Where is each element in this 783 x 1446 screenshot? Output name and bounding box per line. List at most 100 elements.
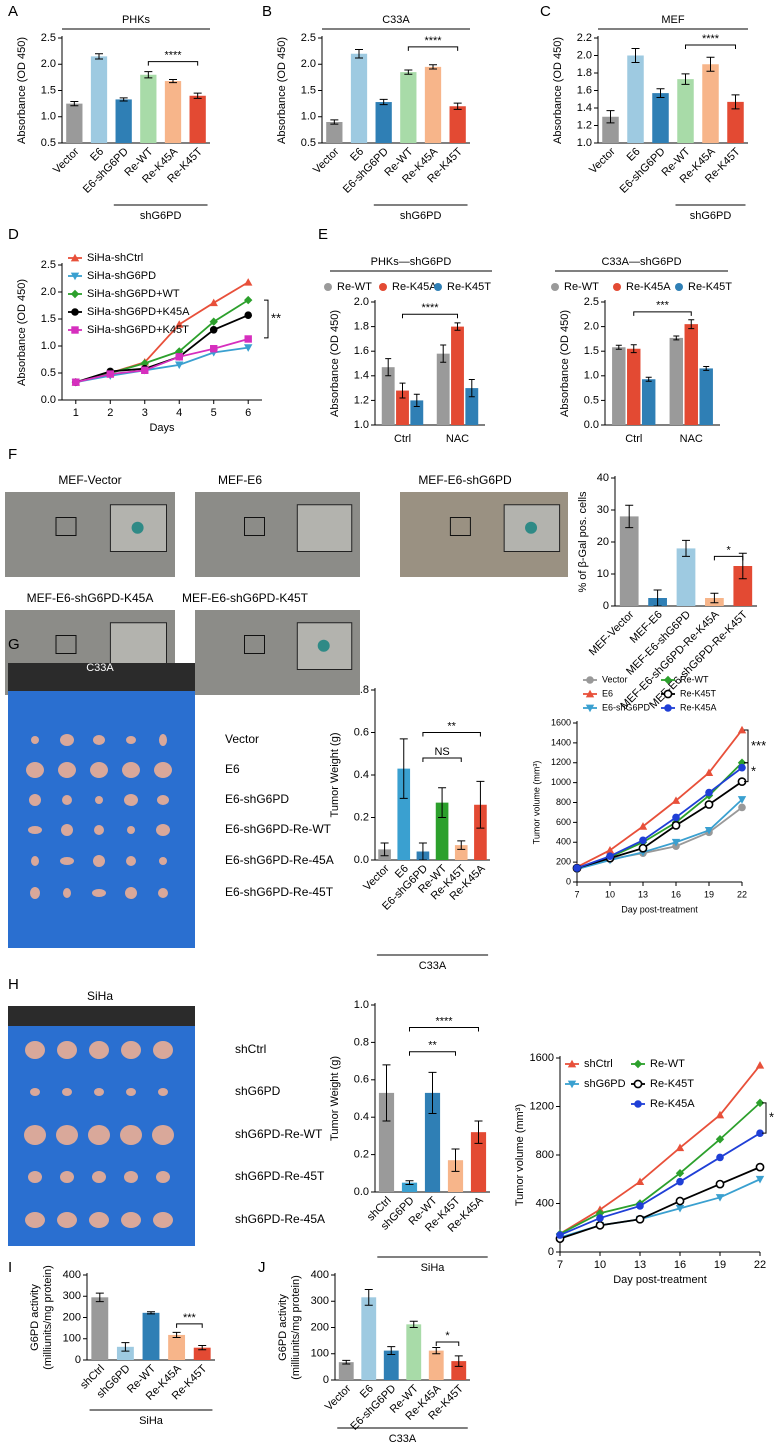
group-label: shG6PD xyxy=(690,210,732,222)
tumor xyxy=(94,825,104,835)
error-bar xyxy=(355,49,363,59)
y-axis-label: G6PD activity xyxy=(277,1294,289,1361)
marker xyxy=(595,1209,605,1218)
x-tick-label: E6 xyxy=(358,1383,376,1401)
panel-letter: F xyxy=(8,446,17,463)
bar xyxy=(451,326,464,425)
marker xyxy=(72,378,80,386)
x-tick-label: 7 xyxy=(574,889,579,899)
marker xyxy=(755,1098,765,1108)
panel-letter: A xyxy=(8,3,18,20)
y-tick-label: 1.0 xyxy=(41,340,56,352)
marker xyxy=(244,295,253,305)
legend-marker xyxy=(70,253,80,262)
photo-inset xyxy=(296,622,353,670)
panel-letter: E xyxy=(318,226,328,243)
y-tick-label: 2.0 xyxy=(354,296,369,308)
bar xyxy=(449,106,466,143)
legend-marker xyxy=(567,1080,577,1089)
tumor xyxy=(159,857,167,865)
sig-bracket xyxy=(713,555,744,561)
bar xyxy=(702,64,719,143)
marker xyxy=(671,838,681,847)
x-tick-label: E6 xyxy=(88,146,106,164)
x-tick-label: 7 xyxy=(557,1259,563,1271)
group-label: SiHa xyxy=(421,1262,446,1274)
bar xyxy=(164,81,182,143)
x-tick-label: 6 xyxy=(245,407,251,419)
y-tick-label: 2.0 xyxy=(577,49,592,61)
error-bar xyxy=(457,840,466,850)
x-tick-label: 1 xyxy=(73,407,79,419)
legend-label: SiHa-shCtrl xyxy=(87,252,143,264)
bar xyxy=(115,99,132,143)
legend-label: E6-shG6PD xyxy=(602,702,651,712)
bar xyxy=(447,1160,464,1192)
error-bar xyxy=(710,592,719,604)
bar xyxy=(116,1346,134,1360)
x-axis-label: Days xyxy=(149,422,175,434)
x-tick-label: Ctrl xyxy=(394,433,411,445)
tumor xyxy=(88,1125,110,1145)
marker xyxy=(756,1129,764,1137)
y-tick-label: 1.0 xyxy=(354,999,369,1011)
marker xyxy=(704,768,714,777)
legend-label: Re-K45T xyxy=(447,281,491,293)
bar xyxy=(435,802,449,860)
bar xyxy=(401,1182,418,1192)
x-tick-label: 16 xyxy=(671,889,681,899)
tumor xyxy=(92,889,106,897)
image-label: E6-shG6PD-Re-45A xyxy=(225,853,334,867)
y-tick-label: 0.0 xyxy=(584,419,599,431)
tumor xyxy=(89,1041,109,1059)
tumor xyxy=(60,734,74,746)
stained-cell xyxy=(525,521,538,534)
error-bar xyxy=(399,382,406,399)
sig-bracket xyxy=(407,46,459,51)
y-tick-label: 20 xyxy=(597,536,609,548)
y-tick-label: 1.0 xyxy=(584,370,599,382)
bar xyxy=(142,1312,160,1360)
image-label: MEF-E6 xyxy=(218,473,262,487)
tumor xyxy=(95,796,103,804)
panel-letter: J xyxy=(258,1259,266,1276)
photo-inset xyxy=(296,504,353,552)
marker xyxy=(606,852,614,860)
y-tick-label: 1.8 xyxy=(577,67,592,79)
series-line xyxy=(559,1166,761,1240)
marker xyxy=(755,1061,765,1069)
legend-marker xyxy=(551,283,559,291)
series-line xyxy=(559,1132,761,1236)
marker xyxy=(671,820,681,830)
group-label: C33A xyxy=(389,1433,417,1445)
legend-marker xyxy=(434,283,442,291)
bar xyxy=(140,74,157,143)
error-bar xyxy=(653,589,662,607)
error-bar xyxy=(688,319,695,330)
y-tick-label: 0 xyxy=(603,600,609,612)
legend-marker xyxy=(633,1079,643,1089)
group-label: SiHa xyxy=(139,1415,164,1427)
y-tick-label: 1.8 xyxy=(354,321,369,333)
sig-bracket xyxy=(176,1323,203,1328)
y-tick-label: 0.4 xyxy=(354,769,369,781)
tumor xyxy=(30,1088,40,1096)
marker xyxy=(638,843,648,853)
tumor xyxy=(57,1041,77,1059)
error-bar xyxy=(440,344,447,363)
bar xyxy=(454,845,468,860)
tumor xyxy=(31,736,39,744)
marker xyxy=(636,1202,644,1210)
stained-cell xyxy=(317,639,330,652)
marker xyxy=(106,370,114,378)
photo-zoom-frame xyxy=(449,517,471,536)
bar xyxy=(168,1334,186,1360)
y-tick-label: 1.2 xyxy=(577,119,592,131)
error-bar xyxy=(432,1346,441,1355)
chart-title: MEF xyxy=(661,14,685,26)
image-label: MEF-Vector xyxy=(58,473,121,487)
bar xyxy=(436,353,450,425)
marker xyxy=(175,320,184,328)
sig-bracket xyxy=(762,1102,767,1134)
tumor xyxy=(56,1125,78,1145)
